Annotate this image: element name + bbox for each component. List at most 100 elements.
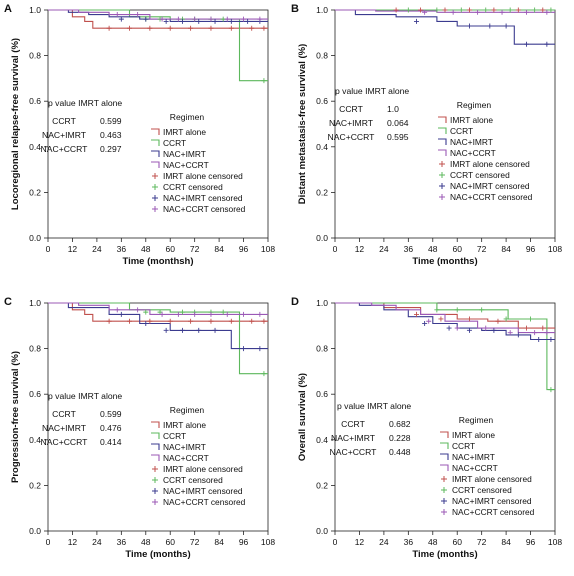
pvalue-value: 0.599: [100, 116, 122, 126]
legend-label: NAC+IMRT: [163, 442, 206, 452]
censor-mark: [434, 307, 440, 313]
x-axis-label: Time (months): [412, 549, 477, 560]
pvalue-value: 0.297: [100, 144, 122, 154]
y-tick-label: 1.0: [316, 5, 328, 15]
pvalue-value: 0.448: [389, 447, 411, 457]
pvalue-value: 0.414: [100, 437, 122, 447]
legend-swatch: [151, 139, 160, 146]
censor-mark: [454, 307, 460, 313]
censor-mark: [466, 23, 472, 29]
legend-swatch: [151, 432, 160, 439]
series-line-nac-imrt: [335, 9, 555, 45]
x-tick-label: 84: [501, 537, 511, 547]
legend-swatch: [440, 431, 449, 438]
y-tick-label: 0.8: [316, 344, 328, 354]
legend-swatch: [151, 150, 160, 157]
legend-label: NAC+CCRT censored: [163, 497, 246, 507]
pvalue-label: CCRT: [341, 419, 365, 429]
x-tick-label: 12: [68, 537, 78, 547]
censor-mark: [241, 16, 247, 22]
legend-swatch: [152, 195, 158, 201]
pvalue-label: NAC+IMRT: [42, 423, 87, 433]
x-tick-label: 0: [333, 537, 338, 547]
series-line-imrt-alone: [48, 302, 268, 322]
plot-frame: [334, 302, 556, 532]
panel-letter: C: [4, 296, 12, 308]
legend-label: NAC+IMRT censored: [450, 181, 530, 191]
censor-mark: [220, 309, 226, 315]
censor-mark: [393, 7, 399, 13]
censor-mark: [208, 318, 214, 324]
x-tick-label: 60: [452, 244, 462, 254]
pvalue-title: p value IMRT alone: [337, 401, 411, 411]
x-axis-label: Time (months): [412, 256, 477, 267]
pvalue-label: CCRT: [52, 409, 76, 419]
pvalue-value: 0.064: [387, 118, 409, 128]
censor-mark: [479, 307, 485, 313]
censor-mark: [466, 316, 472, 322]
series-line-nac-ccrt: [335, 302, 555, 334]
pvalue-value: 0.682: [389, 419, 411, 429]
censor-mark: [495, 318, 501, 324]
x-tick-label: 24: [92, 244, 102, 254]
panel-a: A 0.0 0.2 0.4 0.6 0.8 1.0 0 12 24 36 48 60 72 84 96 108 T…: [4, 3, 275, 267]
censor-mark: [118, 16, 124, 22]
pvalue-label: NAC+CCRT: [41, 144, 89, 154]
censor-mark: [458, 7, 464, 13]
panel-letter: A: [4, 3, 12, 15]
legend-label: NAC+CCRT censored: [163, 204, 246, 214]
censor-mark: [257, 346, 263, 352]
pvalue-title: p value IMRT alone: [335, 86, 409, 96]
pvalue-label: NAC+IMRT: [42, 130, 87, 140]
x-tick-label: 0: [333, 244, 338, 254]
censor-mark: [450, 9, 456, 15]
censor-mark: [442, 7, 448, 13]
censor-mark: [114, 12, 120, 18]
legend-label: IMRT alone: [163, 127, 206, 137]
censor-mark: [548, 7, 554, 13]
censor-mark: [544, 9, 550, 15]
censor-mark: [491, 7, 497, 13]
legend-label: NAC+CCRT censored: [452, 507, 535, 517]
censor-mark: [503, 23, 509, 29]
y-tick-label: 0.4: [29, 142, 41, 152]
panel-letter: B: [291, 3, 299, 15]
x-tick-label: 48: [428, 537, 438, 547]
censor-mark: [224, 16, 230, 22]
censor-mark: [515, 7, 521, 13]
legend-label: NAC+IMRT censored: [163, 486, 243, 496]
plot-frame: [47, 302, 269, 532]
legend-label: IMRT alone: [450, 115, 493, 125]
x-tick-label: 36: [404, 244, 414, 254]
censor-mark: [536, 336, 542, 342]
pvalue-label: NAC+IMRT: [329, 118, 374, 128]
x-tick-label: 12: [68, 244, 78, 254]
y-tick-label: 0.6: [316, 389, 328, 399]
legend-label: NAC+CCRT censored: [450, 192, 533, 202]
censor-mark: [257, 311, 263, 317]
legend-label: CCRT censored: [452, 485, 512, 495]
y-tick-label: 1.0: [29, 5, 41, 15]
x-axis-label: Time (months): [125, 549, 190, 560]
censor-mark: [544, 330, 550, 336]
y-tick-label: 0.6: [316, 96, 328, 106]
x-tick-label: 108: [548, 537, 562, 547]
legend-swatch: [438, 116, 447, 123]
censor-mark: [540, 325, 546, 331]
x-tick-label: 36: [117, 537, 127, 547]
y-tick-label: 0.2: [316, 187, 328, 197]
censor-mark: [143, 321, 149, 327]
series-line-ccrt: [48, 302, 268, 375]
y-axis-label: Overall survival (%): [297, 373, 308, 461]
legend-label: IMRT alone: [163, 420, 206, 430]
censor-mark: [114, 307, 120, 313]
legend-title: Regimen: [457, 100, 492, 110]
censor-mark: [261, 371, 267, 377]
panel-b: B 0.0 0.2 0.4 0.6 0.8 1.0 0 12 24 36 48 60 72 84 96 108 T…: [291, 3, 562, 267]
legend-label: NAC+CCRT: [452, 463, 498, 473]
series-line-nac-ccrt: [335, 9, 555, 13]
censor-mark: [126, 318, 132, 324]
legend-swatch: [441, 498, 447, 504]
y-tick-label: 0.8: [316, 51, 328, 61]
x-tick-label: 96: [239, 537, 249, 547]
